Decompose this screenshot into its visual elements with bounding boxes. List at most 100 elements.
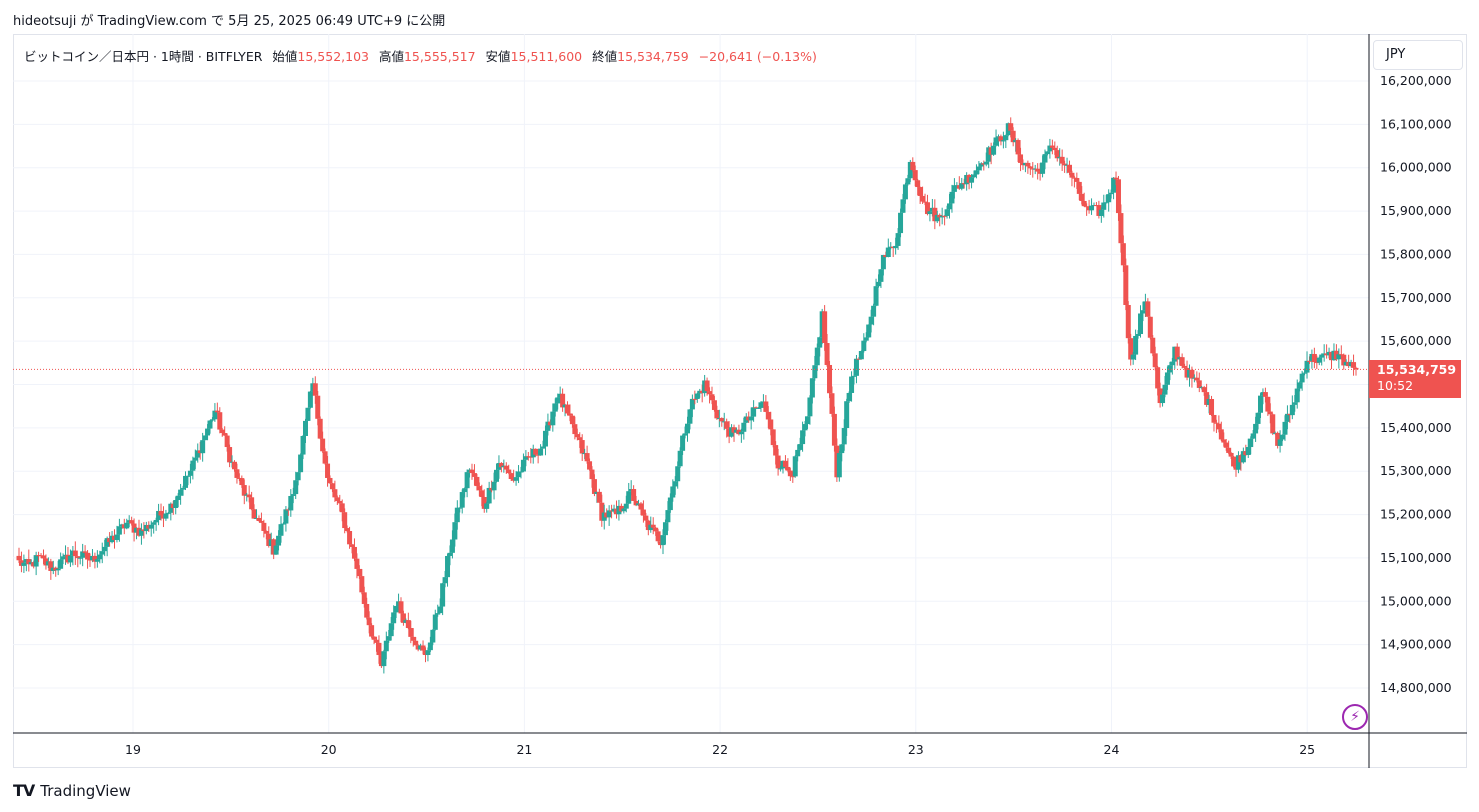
candle-up: [687, 409, 693, 424]
candle-up: [307, 391, 313, 408]
candle-up: [741, 422, 747, 432]
candle-up: [993, 137, 999, 146]
candle-down: [75, 556, 81, 559]
candle-up: [812, 365, 818, 379]
candle-down: [1027, 166, 1033, 169]
candle-down: [577, 437, 583, 441]
publish-info: hideotsuji が TradingView.com で 5月 25, 20…: [13, 14, 446, 29]
candle-down: [48, 561, 54, 571]
candle-up: [452, 522, 458, 540]
price-axis[interactable]: 14,800,000 14,900,000 15,000,000 15,100,000…: [1380, 73, 1452, 695]
tv-mark-icon: TV: [13, 781, 35, 800]
candle-up: [138, 529, 144, 536]
candle-up: [800, 430, 806, 445]
candle-up: [949, 191, 955, 204]
candle-down: [413, 640, 419, 646]
candle-up: [1101, 202, 1107, 210]
candle-down: [474, 476, 480, 487]
candle-up: [454, 507, 460, 523]
candle-down: [1069, 172, 1075, 178]
candle-down: [719, 418, 725, 422]
candle-down: [692, 398, 698, 400]
candle-up: [200, 440, 206, 454]
candle-down: [714, 409, 720, 419]
candle-up: [165, 512, 171, 514]
candle-up: [513, 477, 519, 481]
candle-down: [1049, 145, 1055, 148]
candle-down: [1231, 456, 1237, 467]
candle-down: [408, 628, 414, 637]
candle-up: [1106, 194, 1112, 203]
candle-up: [893, 245, 899, 249]
candle-down: [227, 447, 233, 463]
candle-up: [542, 430, 548, 447]
candle-up: [1316, 357, 1322, 363]
candle-down: [599, 502, 605, 521]
candle-up: [209, 419, 215, 421]
candle-up: [978, 163, 984, 167]
candle-up: [959, 183, 965, 189]
candle-up: [94, 559, 100, 562]
candle-up: [1089, 205, 1095, 211]
candle-down: [234, 469, 240, 478]
candle-down: [503, 465, 509, 470]
y-tick-label: 15,100,000: [1380, 550, 1452, 565]
candle-down: [72, 550, 78, 557]
candle-down: [1221, 439, 1227, 443]
currency-button[interactable]: JPY: [1373, 40, 1463, 70]
candle-down: [334, 497, 340, 501]
y-tick-label: 16,100,000: [1380, 116, 1452, 131]
candle-down: [1052, 147, 1058, 151]
candle-down: [915, 180, 921, 188]
candle-down: [1262, 392, 1268, 397]
candle-up: [283, 509, 289, 524]
candle-down: [349, 544, 355, 547]
candle-down: [322, 451, 328, 464]
candle-down: [410, 636, 416, 641]
candle-up: [516, 471, 522, 478]
candle-up: [447, 552, 453, 556]
candle-down: [1125, 304, 1131, 339]
y-tick-label: 15,800,000: [1380, 246, 1452, 261]
lightning-icon[interactable]: ⚡: [1342, 704, 1368, 730]
candle-down: [827, 364, 833, 394]
candle-up: [440, 583, 446, 607]
candle-down: [258, 520, 264, 523]
candle-down: [829, 393, 835, 414]
candle-up: [1289, 404, 1295, 416]
candle-up: [1138, 313, 1144, 335]
candle-up: [1167, 365, 1173, 373]
candle-up: [1240, 451, 1246, 463]
high-value: 15,555,517: [403, 49, 476, 64]
candle-down: [1115, 179, 1121, 214]
time-axis[interactable]: 19 20 21 22 23 24 25: [125, 742, 1315, 757]
candle-up: [662, 522, 668, 536]
candle-down: [1209, 399, 1215, 415]
candle-up: [895, 233, 901, 246]
candle-up: [973, 170, 979, 175]
candle-up: [464, 472, 470, 489]
candle-up: [273, 545, 279, 555]
candle-up: [1258, 395, 1263, 413]
candle-down: [354, 558, 360, 569]
candle-up: [778, 468, 784, 470]
candle-up: [1253, 423, 1259, 434]
candle-down: [932, 207, 938, 222]
candle-up: [951, 185, 957, 192]
candle-up: [550, 411, 556, 426]
low-label: 安値: [485, 49, 511, 64]
candle-down: [912, 170, 918, 181]
candle-down: [1174, 346, 1180, 360]
candle-down: [574, 434, 580, 438]
candle-down: [1311, 353, 1317, 363]
candle-up: [491, 481, 497, 491]
candle-up: [1294, 388, 1300, 403]
candle-up: [851, 375, 857, 377]
candle-down: [479, 490, 485, 498]
candle-up: [58, 559, 64, 569]
candle-down: [1008, 123, 1014, 131]
candle-up: [849, 376, 855, 393]
x-tick-label: 25: [1299, 742, 1315, 757]
x-tick-label: 19: [125, 742, 141, 757]
